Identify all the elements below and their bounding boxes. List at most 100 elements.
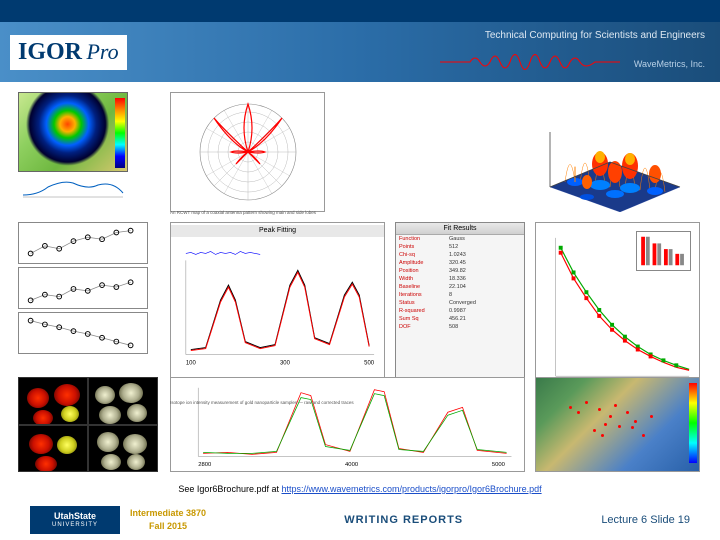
course-info: Intermediate 3870 Fall 2015 [130,507,206,532]
map-colorbar [689,383,697,463]
microscopy-panels [18,377,158,472]
dialog-label: R-squared [399,308,449,314]
dialog-row: DOF508 [396,323,524,331]
dialog-row: Points512 [396,243,524,251]
top-bar [0,0,720,22]
header-right: Technical Computing for Scientists and E… [485,30,705,69]
map-point [593,429,596,432]
dialog-row: FunctionGauss [396,235,524,243]
dialog-value: Converged [449,300,476,306]
footer-left: UtahStateUNIVERSITY Intermediate 3870 Fa… [30,506,206,534]
scatter-panels [18,222,158,367]
dialog-value: 1.0243 [449,252,466,258]
dialog-value: 8 [449,292,452,298]
dialog-title: Fit Results [396,223,524,235]
surface-3d-chart [530,92,700,217]
dialog-row: Width18.336 [396,275,524,283]
dialog-label: Width [399,276,449,282]
map-point [618,425,621,428]
company: WaveMetrics, Inc. [485,59,705,69]
bottom-spectrum: 2800 4000 5000 [170,377,525,472]
dialog-value: 22.104 [449,284,466,290]
map-point [585,401,588,404]
dialog-label: Iterations [399,292,449,298]
dialog-value: 320.45 [449,260,466,266]
heatmap-profile [18,175,128,200]
dialog-label: Baseline [399,284,449,290]
dialog-row: Position349.82 [396,267,524,275]
svg-text:500: 500 [364,360,375,366]
polar-chart [170,92,325,212]
heatmap-image [18,92,128,172]
map-point [598,408,601,411]
footer: UtahStateUNIVERSITY Intermediate 3870 Fa… [0,500,720,540]
dialog-row: StatusConverged [396,299,524,307]
micro-2 [88,377,158,425]
micro-1 [18,377,88,425]
map-point [614,404,617,407]
brochure-caption: See Igor6Brochure.pdf at https://www.wav… [0,484,720,494]
svg-text:2800: 2800 [198,462,212,468]
map-point [577,411,580,414]
map-point [650,415,653,418]
scatter-panel-1 [18,222,148,264]
fit-dialog: Fit Results FunctionGaussPoints512Chi-sq… [395,222,525,397]
dialog-label: Chi-sq [399,252,449,258]
dialog-row: Sum Sq456.21 [396,315,524,323]
map-point [604,423,607,426]
geographic-map [535,377,700,472]
heatmap-colorbar [115,98,125,168]
dialog-row: Iterations8 [396,291,524,299]
dialog-row: R-squared0.9987 [396,307,524,315]
svg-text:300: 300 [280,360,291,366]
content-area: An RCWT map of a coaxial antenna pattern… [10,87,710,482]
map-point [642,434,645,437]
micro-3 [18,425,88,473]
decay-chart [535,222,700,397]
logo-main: IGOR [18,39,82,65]
dialog-value: 512 [449,244,458,250]
map-point [609,415,612,418]
map-point [569,406,572,409]
dialog-value: 349.82 [449,268,466,274]
dialog-value: 456.21 [449,316,466,322]
map-point [634,420,637,423]
spectrum-chart: Peak Fitting 100 300 500 [170,222,385,397]
dialog-row: Chi-sq1.0243 [396,251,524,259]
footer-title: WRITING REPORTS [344,514,463,526]
micro-4 [88,425,158,473]
svg-text:100: 100 [186,360,197,366]
dialog-value: 18.336 [449,276,466,282]
brochure-link[interactable]: https://www.wavemetrics.com/products/igo… [281,484,541,494]
map-point [601,434,604,437]
dialog-value: 0.9987 [449,308,466,314]
svg-text:4000: 4000 [345,462,359,468]
dialog-label: Sum Sq [399,316,449,322]
slide-number: Lecture 6 Slide 19 [601,514,690,526]
dialog-label: Points [399,244,449,250]
spectrum-title: Peak Fitting [171,225,384,237]
dialog-label: Function [399,236,449,242]
svg-text:5000: 5000 [492,462,506,468]
header: IGOR Pro Technical Computing for Scienti… [0,22,720,82]
dialog-value: Gauss [449,236,465,242]
scatter-panel-3 [18,312,148,354]
usu-logo: UtahStateUNIVERSITY [30,506,120,534]
igor-logo: IGOR Pro [10,35,127,70]
course-code: Intermediate 3870 [130,507,206,520]
dialog-label: Position [399,268,449,274]
dialog-row: Baseline22.104 [396,283,524,291]
dialog-row: Amplitude320.45 [396,259,524,267]
dialog-value: 508 [449,324,458,330]
scatter-panel-2 [18,267,148,309]
caption-prefix: See Igor6Brochure.pdf at [178,484,281,494]
logo-sub: Pro [86,39,118,64]
map-point [626,411,629,414]
tagline: Technical Computing for Scientists and E… [485,30,705,41]
map-point [631,426,634,429]
course-term: Fall 2015 [130,520,206,533]
spectrum-caption: Isotope ion intensity measurement of gol… [170,400,520,405]
dialog-label: DOF [399,324,449,330]
decay-inset-bars [636,231,691,271]
polar-caption: An RCWT map of a coaxial antenna pattern… [170,210,325,215]
